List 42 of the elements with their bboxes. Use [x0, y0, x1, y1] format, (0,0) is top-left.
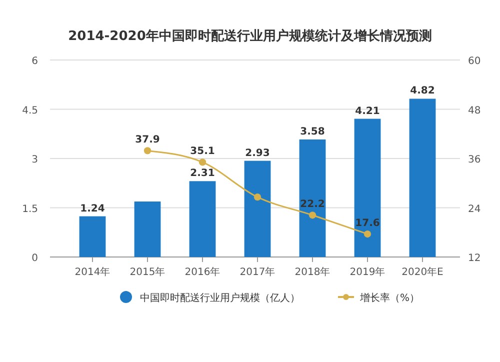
point — [144, 147, 152, 154]
y-tick-label: 6 — [32, 56, 38, 67]
data-label: 2.93 — [245, 148, 270, 159]
y2-tick-label: 12 — [468, 253, 481, 264]
x-tick-label: 2020年E — [402, 266, 444, 278]
y-tick-label: 4.5 — [22, 105, 38, 116]
y-tick-label: 0 — [32, 253, 38, 264]
chart-title: 2014-2020年中国即时配送行业用户规模统计及增长情况预测 — [68, 28, 432, 44]
legend-label: 中国即时配送行业用户规模（亿人） — [140, 292, 300, 304]
data-label: 35.1 — [190, 146, 215, 158]
data-label: 3.58 — [300, 126, 325, 138]
x-tick-label: 2017年 — [240, 266, 276, 278]
point — [308, 212, 316, 219]
x-tick-label: 2015年 — [130, 266, 166, 278]
point — [254, 194, 262, 201]
y2-tick-label: 36 — [468, 154, 481, 166]
data-label: 4.82 — [410, 86, 435, 97]
y2-tick-label: 60 — [468, 56, 481, 67]
data-label: 1.24 — [80, 203, 105, 214]
data-label: 4.21 — [355, 106, 380, 117]
point — [198, 158, 206, 166]
x-tick-label: 2016年 — [184, 266, 220, 278]
x-tick-label: 2018年 — [294, 266, 330, 278]
data-label: 22.2 — [300, 199, 325, 210]
y2-tick-label: 24 — [468, 204, 481, 215]
data-label: 17.6 — [355, 218, 380, 230]
bar — [79, 216, 106, 257]
x-tick-label: 2014年 — [74, 266, 110, 278]
y2-tick-label: 48 — [468, 105, 481, 116]
y-tick-label: 3 — [32, 154, 38, 166]
data-label: 2.31 — [190, 168, 215, 180]
bar — [299, 139, 326, 257]
legend-label: 增长率（%） — [359, 292, 420, 304]
bar — [244, 160, 271, 257]
y-tick-label: 1.5 — [22, 204, 38, 215]
x-tick-label: 2019年 — [350, 266, 386, 278]
bar — [189, 181, 216, 257]
bar — [354, 118, 381, 257]
point — [364, 230, 372, 238]
data-label: 37.9 — [135, 134, 160, 146]
bar — [134, 202, 161, 257]
bar — [409, 98, 436, 257]
